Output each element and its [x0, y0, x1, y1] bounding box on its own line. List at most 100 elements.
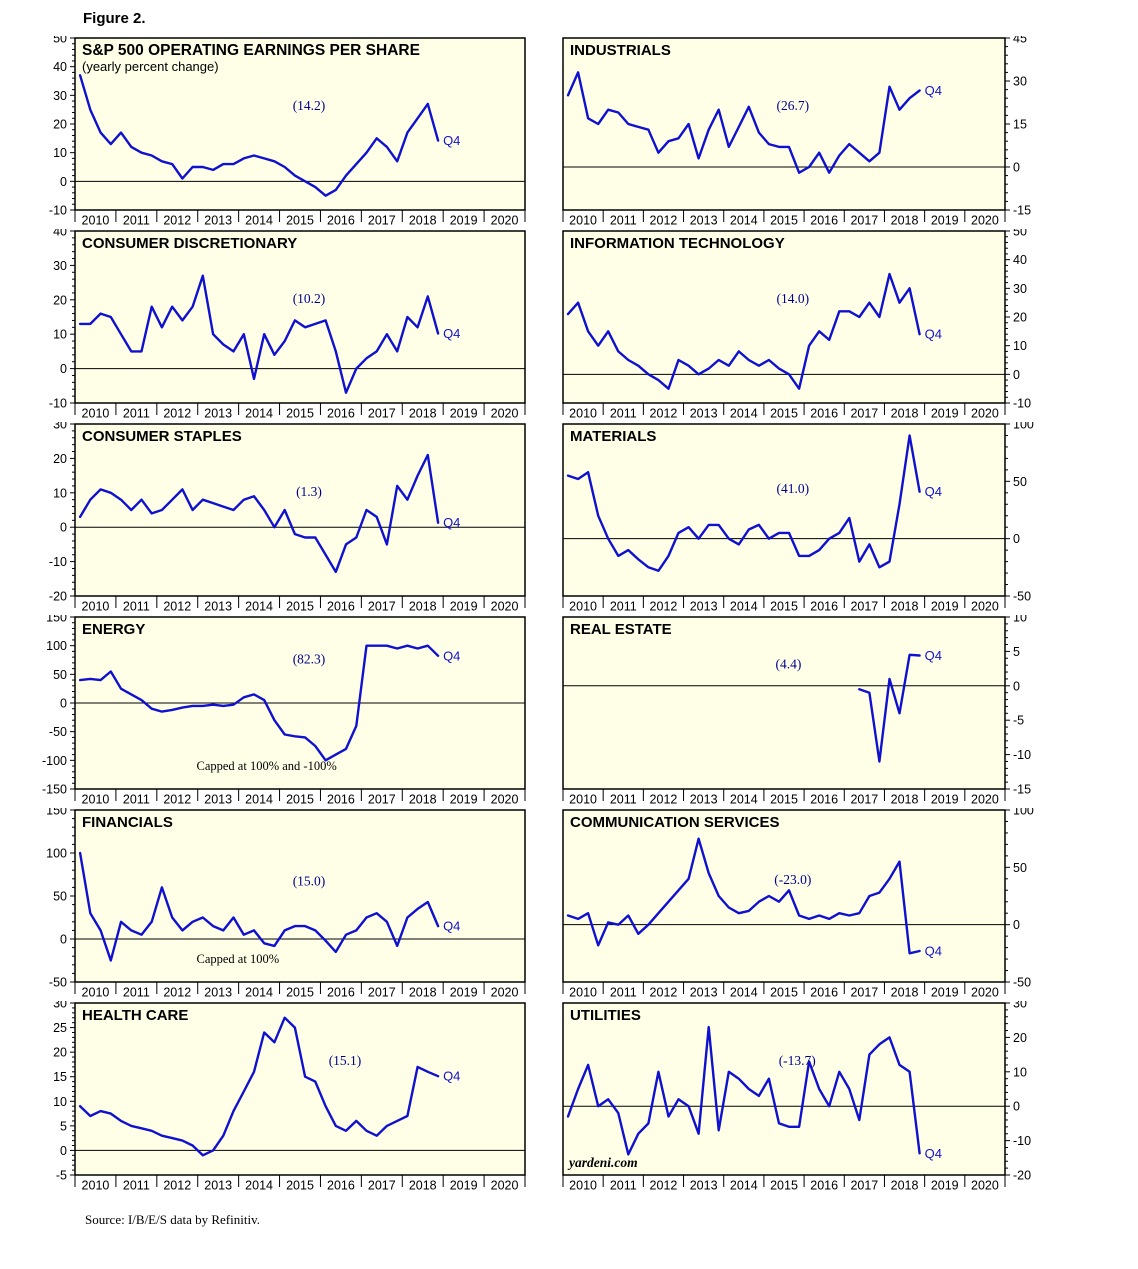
- svg-text:0: 0: [1013, 918, 1020, 932]
- svg-text:Q4: Q4: [443, 133, 460, 148]
- svg-text:2020: 2020: [491, 407, 519, 421]
- svg-text:-10: -10: [1013, 1134, 1031, 1148]
- svg-text:2020: 2020: [971, 407, 999, 421]
- svg-text:2016: 2016: [327, 600, 355, 614]
- svg-text:HEALTH CARE: HEALTH CARE: [82, 1007, 188, 1024]
- svg-text:-10: -10: [49, 555, 67, 569]
- svg-text:2010: 2010: [82, 1179, 110, 1193]
- svg-text:Capped at 100%: Capped at 100%: [197, 952, 280, 966]
- svg-text:2016: 2016: [327, 407, 355, 421]
- svg-text:2010: 2010: [569, 407, 597, 421]
- svg-text:S&P 500 OPERATING EARNINGS PER: S&P 500 OPERATING EARNINGS PER SHARE: [82, 42, 420, 59]
- svg-text:2013: 2013: [204, 600, 232, 614]
- svg-text:2019: 2019: [931, 793, 959, 807]
- svg-text:10: 10: [1013, 615, 1027, 625]
- svg-text:2014: 2014: [730, 600, 758, 614]
- svg-text:2018: 2018: [409, 214, 437, 228]
- chart-canvas-financials: -50 0 50 100 150 2010 2011 2012 2013 2014 2015 2016…: [46, 808, 526, 1000]
- svg-text:0: 0: [60, 933, 67, 947]
- svg-text:50: 50: [53, 36, 67, 46]
- svg-text:Q4: Q4: [443, 648, 460, 663]
- chart-energy: -150 -100 -50 0 50 100 150 2010 2011 2012 2013 2014…: [30, 615, 540, 813]
- svg-text:2012: 2012: [650, 600, 678, 614]
- svg-text:150: 150: [46, 808, 67, 818]
- svg-text:2011: 2011: [610, 214, 637, 228]
- svg-text:Capped at 100% and -100%: Capped at 100% and -100%: [197, 759, 337, 773]
- svg-text:2013: 2013: [690, 214, 718, 228]
- svg-text:0: 0: [1013, 161, 1020, 175]
- svg-text:-50: -50: [49, 725, 67, 739]
- svg-text:2012: 2012: [163, 986, 191, 1000]
- svg-text:30: 30: [53, 422, 67, 432]
- chart-consumer-staples: -20 -10 0 10 20 30 2010 2011 2012 2013 2014 2015 201…: [30, 422, 540, 620]
- svg-text:2017: 2017: [368, 600, 396, 614]
- chart-real-estate: -15 -10 -5 0 5 10 2010 2011 2012 2013 2014 2015 2016…: [558, 615, 1068, 813]
- svg-text:10: 10: [53, 146, 67, 160]
- svg-text:yardeni.com: yardeni.com: [567, 1155, 638, 1170]
- svg-text:CONSUMER STAPLES: CONSUMER STAPLES: [82, 428, 242, 445]
- chart-canvas-consumer-staples: -20 -10 0 10 20 30 2010 2011 2012 2013 2014 2015 201…: [49, 422, 526, 614]
- svg-text:(4.4): (4.4): [775, 657, 801, 672]
- svg-text:-10: -10: [49, 204, 67, 218]
- svg-text:FINANCIALS: FINANCIALS: [82, 814, 173, 831]
- svg-text:100: 100: [1013, 808, 1034, 818]
- svg-text:50: 50: [53, 668, 67, 682]
- svg-text:100: 100: [1013, 422, 1034, 432]
- svg-text:UTILITIES: UTILITIES: [570, 1007, 641, 1024]
- svg-text:50: 50: [1013, 475, 1027, 489]
- svg-text:2015: 2015: [770, 1179, 798, 1193]
- svg-text:-10: -10: [49, 397, 67, 411]
- svg-text:2015: 2015: [770, 600, 798, 614]
- svg-text:2020: 2020: [491, 214, 519, 228]
- chart-information-technology: -10 0 10 20 30 40 50 2010 2011 2012 2013 2014 2015 20…: [558, 229, 1068, 427]
- chart-canvas-real-estate: -15 -10 -5 0 5 10 2010 2011 2012 2013 2014 2015 2016…: [562, 615, 1031, 807]
- svg-text:10: 10: [53, 486, 67, 500]
- svg-text:2012: 2012: [650, 214, 678, 228]
- svg-text:2017: 2017: [850, 1179, 878, 1193]
- svg-text:0: 0: [60, 521, 67, 535]
- svg-text:0: 0: [60, 697, 67, 711]
- svg-text:2012: 2012: [650, 407, 678, 421]
- svg-text:50: 50: [53, 890, 67, 904]
- svg-text:2014: 2014: [245, 793, 273, 807]
- chart-communication-services: -50 0 50 100 2010 2011 2012 2013 2014 2015 2016 201…: [558, 808, 1068, 1006]
- svg-text:2015: 2015: [286, 986, 314, 1000]
- svg-text:-20: -20: [1013, 1169, 1031, 1183]
- svg-text:2020: 2020: [491, 986, 519, 1000]
- svg-text:-10: -10: [1013, 748, 1031, 762]
- svg-text:2011: 2011: [123, 214, 150, 228]
- svg-text:2017: 2017: [850, 986, 878, 1000]
- svg-text:2018: 2018: [891, 793, 919, 807]
- svg-text:Q4: Q4: [925, 83, 942, 98]
- svg-text:10: 10: [1013, 1065, 1027, 1079]
- chart-canvas-information-technology: -10 0 10 20 30 40 50 2010 2011 2012 2013 2014 2015 20…: [562, 229, 1031, 421]
- svg-text:15: 15: [53, 1070, 67, 1084]
- svg-text:INFORMATION TECHNOLOGY: INFORMATION TECHNOLOGY: [570, 235, 785, 252]
- svg-text:2012: 2012: [163, 407, 191, 421]
- svg-text:2010: 2010: [569, 1179, 597, 1193]
- svg-text:2018: 2018: [891, 1179, 919, 1193]
- svg-text:30: 30: [1013, 282, 1027, 296]
- svg-text:2019: 2019: [931, 986, 959, 1000]
- svg-text:2018: 2018: [891, 407, 919, 421]
- svg-text:(15.0): (15.0): [293, 874, 326, 889]
- svg-text:2019: 2019: [931, 1179, 959, 1193]
- chart-materials: -50 0 50 100 2010 2011 2012 2013 2014 2015 2016 201…: [558, 422, 1068, 620]
- svg-text:Q4: Q4: [925, 648, 942, 663]
- svg-text:2015: 2015: [770, 793, 798, 807]
- svg-text:10: 10: [53, 328, 67, 342]
- svg-text:2014: 2014: [730, 986, 758, 1000]
- svg-text:30: 30: [1013, 1001, 1027, 1011]
- svg-text:30: 30: [53, 1001, 67, 1011]
- svg-text:15: 15: [1013, 118, 1027, 132]
- svg-text:30: 30: [1013, 75, 1027, 89]
- svg-text:Q4: Q4: [925, 1146, 942, 1161]
- svg-text:(-13.7): (-13.7): [779, 1053, 816, 1068]
- svg-text:2014: 2014: [730, 793, 758, 807]
- svg-text:2018: 2018: [409, 600, 437, 614]
- svg-text:2019: 2019: [450, 1179, 478, 1193]
- svg-text:Q4: Q4: [925, 327, 942, 342]
- chart-canvas-communication-services: -50 0 50 100 2010 2011 2012 2013 2014 2015 2016 201…: [562, 808, 1034, 1000]
- svg-text:2012: 2012: [163, 600, 191, 614]
